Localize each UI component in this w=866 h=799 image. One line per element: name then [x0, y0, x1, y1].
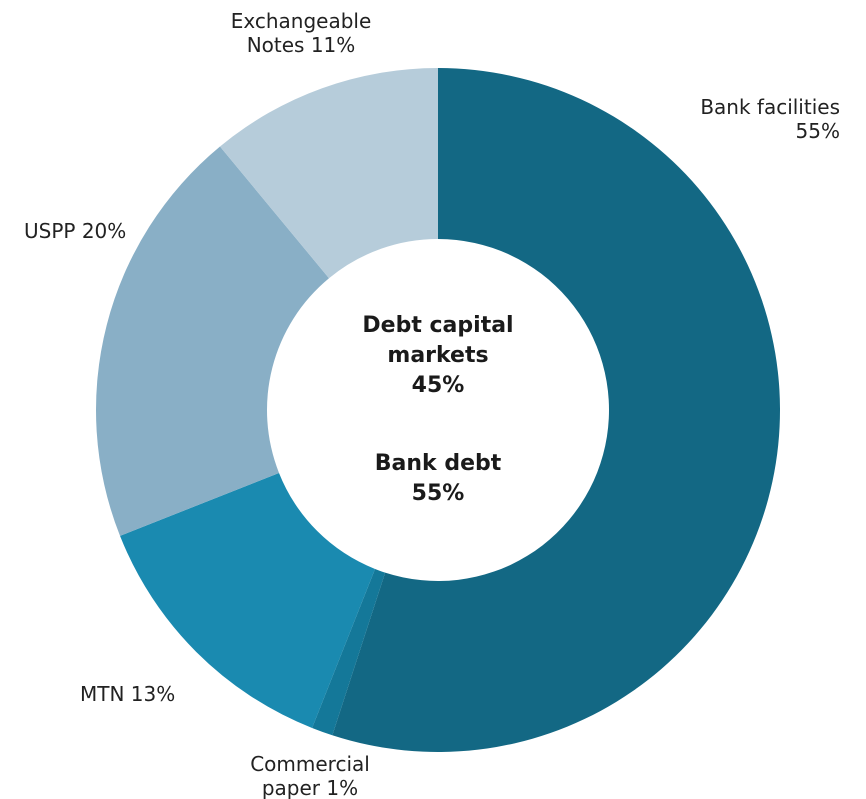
- center-dcm-line3: 45%: [411, 373, 465, 398]
- label-uspp: USPP 20%: [24, 219, 126, 243]
- label-bank-facilities: Bank facilities 55%: [700, 95, 840, 143]
- label-exchangeable-notes-line1: Exchangeable: [230, 9, 372, 33]
- label-bank-facilities-line1: Bank facilities: [700, 95, 840, 119]
- slice-uspp: [95, 146, 330, 536]
- slice-mtn: [120, 472, 376, 728]
- center-debt-capital-markets: Debt capital markets 45%: [338, 311, 538, 401]
- label-commercial-paper: Commercial paper 1%: [240, 752, 380, 799]
- label-commercial-paper-line1: Commercial: [250, 752, 370, 776]
- center-bank-debt-line1: Bank debt: [374, 451, 502, 476]
- label-bank-facilities-line2: 55%: [795, 119, 840, 143]
- center-bank-debt: Bank debt 55%: [338, 449, 538, 509]
- center-dcm-line1: Debt capital: [362, 313, 514, 338]
- label-mtn-line1: MTN 13%: [80, 682, 176, 706]
- label-exchangeable-notes-line2: Notes 11%: [246, 33, 356, 57]
- slice-commercial-paper: [312, 568, 386, 736]
- label-commercial-paper-line2: paper 1%: [261, 776, 359, 799]
- center-dcm-line2: markets: [387, 343, 489, 368]
- label-mtn: MTN 13%: [80, 682, 175, 706]
- slice-bank-facilities: [332, 68, 780, 752]
- slice-exchangeable-notes: [220, 67, 438, 279]
- label-uspp-line1: USPP 20%: [24, 219, 127, 243]
- label-exchangeable-notes: Exchangeable Notes 11%: [211, 9, 391, 57]
- center-bank-debt-line2: 55%: [411, 481, 465, 506]
